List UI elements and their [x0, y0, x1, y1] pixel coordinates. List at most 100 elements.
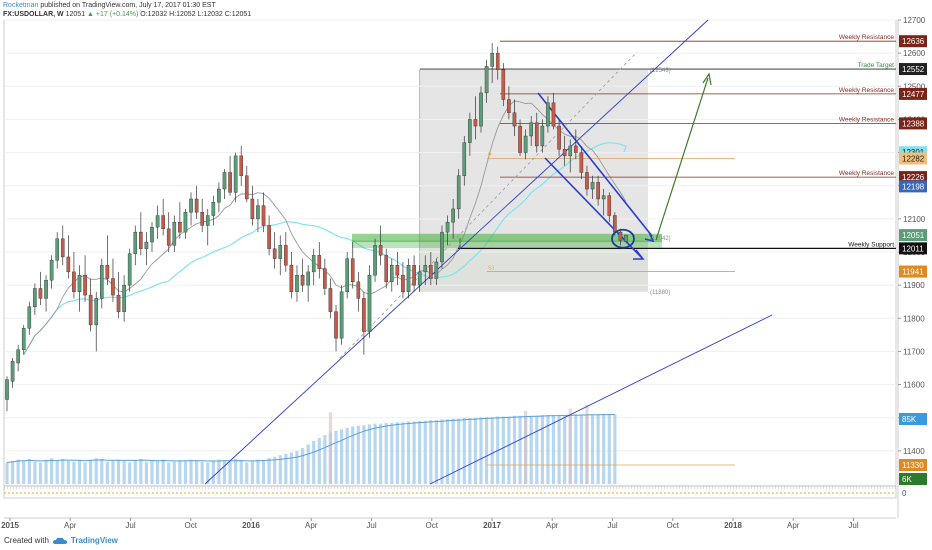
price-label-badge[interactable]	[899, 229, 927, 242]
price-label-badge[interactable]	[899, 152, 927, 165]
candle	[83, 255, 87, 302]
trend-lines[interactable]	[204, 19, 773, 485]
volume-bar	[195, 460, 199, 484]
falling-wedge-top[interactable]	[537, 92, 653, 237]
time-tick-label: Apr	[305, 521, 318, 530]
candle-body	[479, 92, 483, 127]
price-tick-label: 11600	[903, 381, 925, 390]
candle-body	[155, 215, 160, 228]
candle	[60, 225, 65, 266]
volume-bar	[334, 430, 338, 484]
price-label-badge[interactable]	[899, 63, 927, 76]
created-with-label: Created with	[4, 536, 49, 545]
candle	[562, 136, 567, 166]
indicator-badge[interactable]	[899, 459, 927, 471]
candle-body	[434, 261, 439, 279]
candle-body	[590, 182, 595, 190]
volume-bar	[602, 414, 606, 484]
candle	[250, 185, 255, 226]
candle-body	[512, 112, 517, 127]
price-label-badge[interactable]	[899, 242, 927, 255]
time-tick-label: Jul	[366, 521, 376, 530]
volume-bar	[22, 460, 26, 484]
volume-bar	[312, 440, 316, 484]
volume-bar	[339, 429, 344, 484]
candle	[261, 192, 266, 233]
indicator-badge-text: 11330	[902, 461, 924, 470]
lower-channel-line[interactable]	[429, 314, 773, 485]
candle	[618, 228, 623, 246]
indicator-badge[interactable]	[899, 473, 927, 485]
candle	[311, 248, 316, 286]
candle-body	[618, 231, 623, 241]
price-label-badge[interactable]	[899, 35, 927, 48]
level-label: Weekly Resistance	[839, 34, 895, 41]
candle	[362, 291, 366, 355]
volume-bar	[155, 461, 160, 484]
price-label-badge[interactable]	[899, 180, 927, 193]
price-tick-label: 12500	[903, 82, 926, 91]
candle-body	[334, 311, 338, 339]
candles	[5, 43, 628, 412]
volume-bar	[72, 461, 76, 484]
price-label-badge[interactable]	[899, 117, 927, 130]
long-term-trendline[interactable]	[204, 19, 709, 485]
candle-body	[27, 306, 32, 329]
volume-bar	[250, 461, 254, 484]
candle-body	[540, 125, 545, 147]
candle	[512, 99, 517, 136]
candle-body	[373, 245, 377, 276]
tradingview-logo-text[interactable]: TradingView	[70, 536, 118, 545]
candle	[217, 182, 221, 213]
price-label-badge[interactable]	[899, 171, 927, 184]
trade-target-arrow[interactable]	[655, 77, 709, 241]
candle-body	[77, 275, 82, 292]
volume-bar	[468, 417, 472, 484]
entry-circle[interactable]	[611, 228, 635, 249]
candle	[183, 208, 188, 239]
volume-bar	[479, 417, 483, 484]
time-axis[interactable]: 2015 Apr Jul Oct 2016 Apr Jul Oct 2017 Apr Jul Oct 2…	[1, 517, 896, 530]
candle	[66, 235, 71, 279]
candle-body	[194, 198, 199, 213]
candle	[77, 265, 82, 312]
volume-bar	[139, 458, 143, 484]
volume-bar	[434, 420, 438, 484]
annotations[interactable]	[611, 72, 712, 249]
candle	[462, 136, 467, 186]
candle-body	[412, 265, 416, 286]
candle-body	[183, 212, 188, 233]
candle	[295, 265, 299, 302]
candle-body	[272, 248, 277, 259]
volume-bar	[189, 459, 193, 484]
volume-bar	[100, 458, 104, 484]
price-axis[interactable]: 1140011500116001170011800119001200012100…	[897, 0, 932, 518]
candle	[189, 192, 193, 226]
candle	[490, 43, 494, 83]
author-name[interactable]: Rocketman	[3, 2, 39, 9]
candle-body	[579, 152, 584, 173]
price-label-badge[interactable]	[899, 265, 927, 278]
candle-body	[401, 275, 405, 292]
volume-bar	[401, 422, 405, 484]
candle	[100, 258, 104, 309]
candle	[72, 252, 76, 299]
volume-spike-bar	[524, 410, 528, 484]
price-label-text: 12011	[902, 244, 924, 253]
price-label-badge[interactable]	[899, 87, 927, 100]
candle	[172, 215, 177, 252]
candle	[451, 198, 455, 239]
price-label-text: 12051	[902, 231, 925, 240]
horizontal-levels[interactable]: Weekly Resistance Trade Target Weekly Resi…	[352, 34, 896, 296]
green-support-zone-lower[interactable]	[352, 240, 662, 249]
green-support-zone[interactable]	[352, 233, 662, 243]
candle	[445, 215, 450, 246]
volume-bar	[512, 415, 517, 484]
price-label-text: 12282	[902, 155, 925, 164]
candle-body	[60, 238, 65, 258]
time-tick-label: Apr	[64, 521, 77, 530]
indicator-badge[interactable]	[899, 413, 927, 425]
candle	[601, 189, 606, 216]
volume-bar	[211, 461, 215, 484]
